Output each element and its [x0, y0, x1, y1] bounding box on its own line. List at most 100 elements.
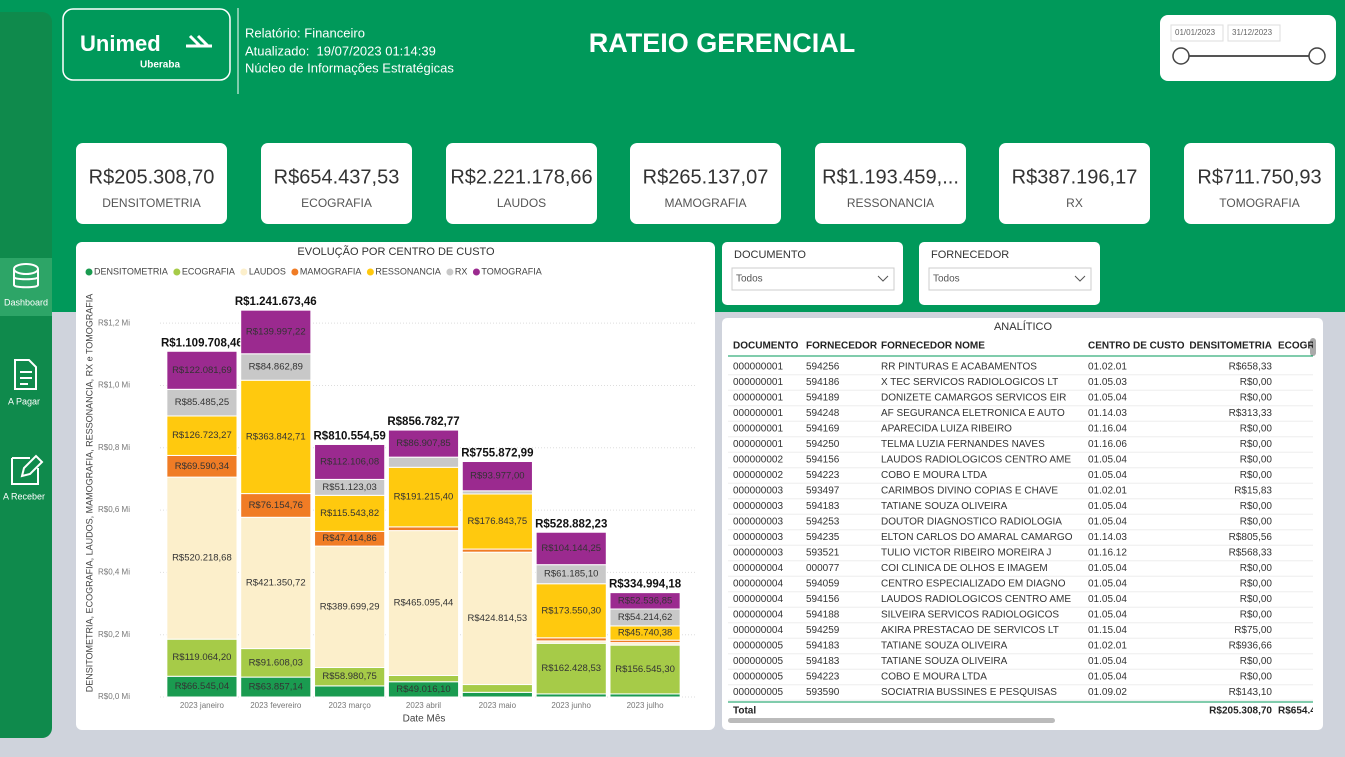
- legend-label: TOMOGRAFIA: [481, 266, 541, 276]
- data-label: R$63.857,14: [249, 682, 303, 693]
- date-slicer[interactable]: [1160, 15, 1336, 81]
- table-cell: 594235: [806, 532, 840, 543]
- table-cell: R$0,00: [1240, 656, 1273, 667]
- kpi-label: TOMOGRAFIA: [1219, 196, 1299, 210]
- slider-handle[interactable]: [1308, 47, 1326, 65]
- table-cell: SILVEIRA SERVICOS RADIOLOGICOS: [881, 610, 1059, 621]
- table-cell: 000000002: [733, 470, 783, 481]
- table-cell: 000000005: [733, 672, 783, 683]
- y-tick-label: R$1,0 Mi: [98, 381, 130, 390]
- legend-marker: [446, 268, 454, 276]
- legend-marker: [472, 268, 480, 276]
- nav-label[interactable]: A Receber: [3, 491, 45, 501]
- bar-segment: [387, 674, 460, 683]
- table-cell: 000000004: [733, 579, 783, 590]
- table-cell: RR PINTURAS E ACABAMENTOS: [881, 362, 1037, 373]
- slider-handle[interactable]: [1172, 47, 1190, 65]
- bar-segment: [314, 443, 386, 480]
- table-cell: R$0,00: [1240, 594, 1273, 605]
- date-start: 01/01/2023: [1175, 28, 1216, 37]
- data-label: R$85.485,25: [175, 397, 229, 408]
- data-label: R$363.842,71: [246, 431, 306, 442]
- legend-label: ECOGRAFIA: [182, 266, 235, 276]
- dropdown[interactable]: [731, 267, 895, 291]
- data-label: R$191.215,40: [394, 492, 454, 503]
- data-label: R$112.106,08: [320, 456, 379, 467]
- kpi-card: [261, 143, 412, 224]
- table-cell: 594259: [806, 625, 840, 636]
- legend-label: LAUDOS: [249, 266, 286, 276]
- table-cell: 594169: [806, 424, 840, 435]
- bar-segment: [609, 592, 681, 610]
- y-tick-label: R$0,4 Mi: [98, 567, 130, 576]
- table-cell: TATIANE SOUZA OLIVEIRA: [881, 641, 1008, 652]
- scrollbar[interactable]: [1310, 338, 1316, 356]
- kpi-value: R$711.750,93: [1197, 166, 1321, 188]
- table-cell: R$0,00: [1240, 455, 1273, 466]
- total-cell: Total: [733, 706, 756, 717]
- data-label: R$465.095,44: [394, 598, 454, 609]
- y-tick-label: R$0,6 Mi: [98, 505, 130, 514]
- kpi-value: R$1.193.459,...: [822, 166, 959, 188]
- table-cell: 01.05.04: [1088, 563, 1127, 574]
- bar-segment: [240, 353, 312, 381]
- data-label: R$47.414,86: [322, 533, 376, 544]
- scrollbar[interactable]: [728, 718, 1055, 723]
- nav-label[interactable]: A Pagar: [8, 396, 40, 406]
- table-cell: R$0,00: [1240, 439, 1273, 450]
- data-label: R$139.997,22: [246, 326, 306, 337]
- table-cell: R$0,00: [1240, 672, 1273, 683]
- data-label: R$93.977,00: [470, 471, 524, 482]
- table-cell: 01.05.04: [1088, 517, 1127, 528]
- column-header: ECOGRAFIA: [1278, 341, 1338, 352]
- table-cell: 000000005: [733, 641, 783, 652]
- bar-segment: [535, 583, 607, 639]
- x-tick-label: 2023 fevereiro: [250, 701, 302, 710]
- table-cell: 000000004: [733, 563, 783, 574]
- y-tick-label: R$0,2 Mi: [98, 630, 130, 639]
- column-header: FORNECEDOR NOME: [881, 341, 985, 352]
- bar-segment: [166, 638, 238, 677]
- nav-label[interactable]: Dashboard: [4, 297, 48, 307]
- bar-segment: [240, 309, 312, 355]
- report-line: Relatório: Financeiro: [245, 25, 365, 40]
- dropdown[interactable]: [928, 267, 1092, 291]
- kpi-card: [1184, 143, 1335, 224]
- logo-box: [62, 8, 231, 81]
- table-cell: AF SEGURANCA ELETRONICA E AUTO: [881, 408, 1065, 419]
- table-cell: TULIO VICTOR RIBEIRO MOREIRA J: [881, 548, 1051, 559]
- table-cell: TELMA LUZIA FERNANDES NAVES: [881, 439, 1045, 450]
- kpi-value: R$205.308,70: [89, 166, 215, 188]
- data-label: R$115.543,82: [320, 508, 379, 519]
- date-input[interactable]: [1170, 24, 1224, 42]
- bar-segment: [314, 545, 386, 669]
- table-cell: SOCIATRIA BUSSINES E PESQUISAS: [881, 687, 1057, 698]
- table-cell: 594223: [806, 470, 840, 481]
- dropdown-value: Todos: [736, 274, 763, 285]
- table-cell: ELTON CARLOS DO AMARAL CAMARGO: [881, 532, 1073, 543]
- data-label: R$162.428,53: [541, 663, 601, 674]
- table-cell: 01.05.04: [1088, 579, 1127, 590]
- y-tick-label: R$1,2 Mi: [98, 318, 130, 327]
- kpi-card: [630, 143, 781, 224]
- report-line: Atualizado: 19/07/2023 01:14:39: [245, 43, 436, 58]
- table-cell: 000000005: [733, 656, 783, 667]
- table-cell: COBO E MOURA LTDA: [881, 672, 987, 683]
- date-input[interactable]: [1227, 24, 1281, 42]
- dropdown-arrow: [877, 275, 889, 282]
- bar-segment: [535, 531, 607, 566]
- table-cell: 594156: [806, 455, 840, 466]
- table-cell: CARIMBOS DIVINO COPIAS E CHAVE: [881, 486, 1058, 497]
- total-label: R$1.109.708,46: [161, 337, 243, 349]
- y-tick-label: R$0,0 Mi: [98, 692, 130, 701]
- table-cell: 01.02.01: [1088, 641, 1127, 652]
- data-label: R$54.214,62: [618, 612, 672, 623]
- table-cell: 593497: [806, 486, 840, 497]
- sidebar: [0, 12, 52, 738]
- table-cell: 594156: [806, 594, 840, 605]
- logo-mark: [186, 34, 212, 48]
- bar-segment: [166, 415, 238, 456]
- icon: [14, 359, 37, 390]
- table-cell: 01.05.04: [1088, 455, 1127, 466]
- data-label: R$119.064,20: [172, 652, 231, 663]
